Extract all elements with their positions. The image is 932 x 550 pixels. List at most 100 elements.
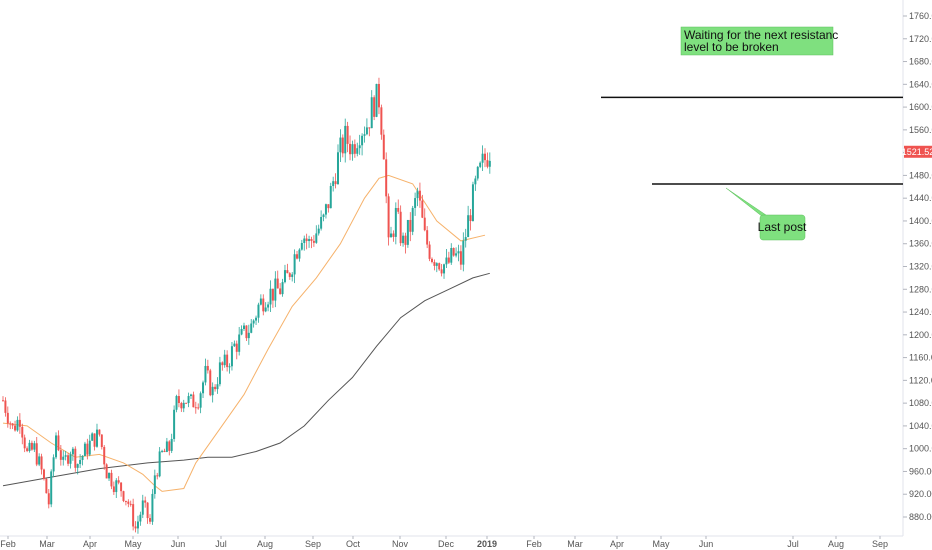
candle bbox=[243, 322, 245, 332]
time-tick-label: Apr bbox=[610, 539, 624, 549]
candle-body bbox=[136, 521, 139, 529]
candle bbox=[98, 429, 101, 437]
candle bbox=[464, 228, 467, 248]
candle bbox=[199, 391, 202, 414]
candle bbox=[50, 469, 53, 508]
annotations: Waiting for the next resistanc level to … bbox=[680, 26, 838, 241]
candle bbox=[100, 434, 103, 450]
candle bbox=[281, 278, 284, 297]
candle bbox=[182, 399, 185, 413]
candle bbox=[177, 389, 180, 408]
time-tick-label: Jun bbox=[699, 539, 714, 549]
candle bbox=[192, 391, 195, 408]
candle bbox=[406, 219, 409, 248]
candle-body bbox=[230, 346, 233, 367]
candle-body bbox=[336, 152, 339, 185]
candle-body bbox=[170, 438, 173, 451]
candle bbox=[197, 403, 200, 410]
price-tick-label: 920.00 bbox=[909, 489, 932, 499]
candle-body bbox=[202, 382, 205, 394]
candle bbox=[394, 202, 397, 245]
candle-body bbox=[320, 216, 323, 229]
candle-body bbox=[438, 263, 441, 270]
candle bbox=[105, 463, 108, 479]
candle bbox=[120, 482, 123, 497]
candle-body bbox=[64, 455, 67, 457]
candle bbox=[329, 182, 332, 209]
candle-body bbox=[103, 447, 106, 465]
candle bbox=[308, 235, 311, 248]
candle-body bbox=[14, 425, 17, 431]
candle bbox=[336, 144, 339, 185]
candle bbox=[438, 262, 441, 271]
candle bbox=[267, 301, 270, 312]
candle-body bbox=[83, 443, 86, 456]
candle-body bbox=[161, 450, 164, 452]
candle-body bbox=[23, 437, 26, 449]
candle bbox=[484, 148, 486, 168]
candle bbox=[103, 445, 106, 470]
candle bbox=[250, 319, 253, 334]
candle-body bbox=[52, 457, 55, 472]
time-tick-label: Jul bbox=[215, 539, 227, 549]
candle-body bbox=[235, 343, 238, 352]
candle bbox=[279, 283, 282, 295]
price-axis[interactable]: 1760.00 1720.00 1680.00 1640.00 1600.00 1560.… bbox=[902, 11, 932, 522]
candle-body bbox=[267, 304, 270, 308]
candle-body bbox=[93, 433, 96, 447]
candle-body bbox=[86, 443, 89, 455]
candle-body bbox=[139, 514, 142, 522]
candle bbox=[146, 502, 149, 524]
price-tick-label: 1440.00 bbox=[909, 193, 932, 203]
slow-ma-line bbox=[2, 272, 490, 487]
candle bbox=[153, 469, 156, 499]
candle-body bbox=[69, 454, 72, 464]
candle-body bbox=[264, 307, 267, 312]
candle-body bbox=[21, 426, 24, 438]
candle bbox=[486, 152, 489, 169]
candle-body bbox=[216, 384, 219, 390]
candle bbox=[315, 225, 318, 244]
candle bbox=[387, 193, 390, 246]
candle bbox=[245, 325, 248, 342]
candle bbox=[459, 245, 462, 270]
candle-body bbox=[440, 269, 443, 274]
candle-body bbox=[276, 278, 279, 289]
candle-body bbox=[455, 253, 458, 256]
candle-body bbox=[462, 240, 465, 265]
candle-body bbox=[117, 480, 120, 483]
candle bbox=[238, 326, 241, 356]
candle bbox=[124, 500, 127, 506]
candle-body bbox=[324, 204, 327, 215]
candle bbox=[158, 447, 161, 478]
candle-body bbox=[409, 219, 412, 232]
last-price-label: 1521.52 bbox=[902, 147, 932, 157]
price-tick-label: 1480.00 bbox=[909, 170, 932, 180]
candle-body bbox=[122, 491, 125, 501]
candle-body bbox=[240, 328, 243, 335]
candle-body bbox=[353, 144, 356, 154]
candle-body bbox=[474, 178, 477, 185]
candle-body bbox=[197, 407, 200, 409]
candle-body bbox=[467, 215, 470, 238]
candle-body bbox=[112, 486, 115, 493]
candle bbox=[293, 249, 296, 284]
candle-body bbox=[423, 217, 426, 231]
candle bbox=[481, 145, 484, 171]
candle-body bbox=[165, 441, 168, 452]
chart-grid bbox=[0, 0, 904, 537]
candle-body bbox=[35, 443, 38, 465]
candle-body bbox=[481, 153, 484, 163]
time-axis[interactable]: Feb Mar Apr May Jun Jul Aug Sep Oct Nov Dec 2019 Feb… bbox=[0, 536, 888, 549]
candle bbox=[269, 280, 272, 313]
price-tick-label: 1040.00 bbox=[909, 421, 932, 431]
candle bbox=[346, 121, 349, 153]
candle-body bbox=[16, 419, 19, 431]
candle-body bbox=[6, 412, 9, 424]
candle-body bbox=[214, 386, 217, 390]
candle bbox=[230, 342, 233, 371]
candle-body bbox=[95, 429, 98, 447]
candle bbox=[233, 340, 236, 347]
candle bbox=[300, 239, 303, 251]
candle-body bbox=[105, 464, 108, 479]
